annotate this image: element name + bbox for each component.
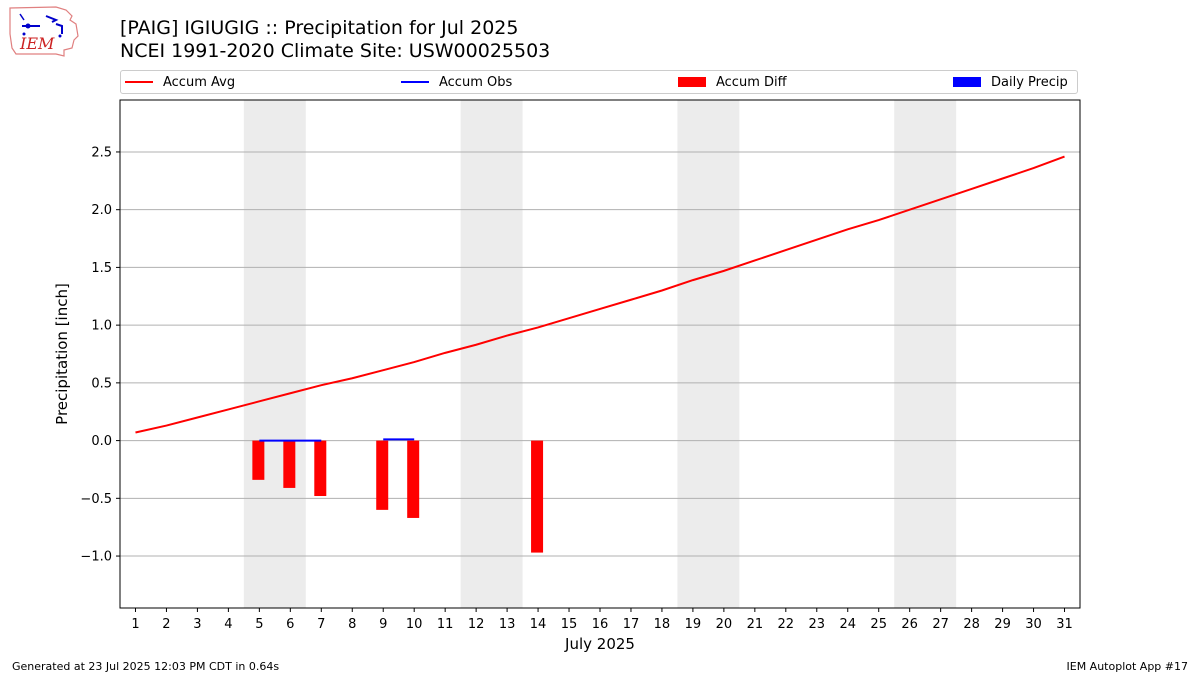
- legend-swatch: [953, 77, 981, 87]
- accum-diff-bar: [252, 440, 265, 480]
- y-tick-label: 2.5: [91, 145, 112, 160]
- accum-avg-line: [135, 155, 1065, 434]
- accum-diff-bar: [283, 440, 296, 488]
- weekend-shade: [894, 100, 957, 608]
- chart-subtitle: NCEI 1991-2020 Climate Site: USW00025503: [120, 40, 551, 62]
- y-tick-label: 0.0: [91, 434, 112, 449]
- x-tick-label: 31: [1056, 617, 1073, 632]
- accum-diff-bar: [314, 440, 327, 497]
- x-tick-label: 17: [623, 617, 640, 632]
- footer-generated: Generated at 23 Jul 2025 12:03 PM CDT in…: [12, 660, 280, 673]
- x-tick-label: 1: [131, 617, 139, 632]
- accum-diff-bar: [376, 440, 389, 510]
- chart-title: [PAIG] IGIUGIG :: Precipitation for Jul …: [120, 17, 519, 39]
- x-tick-label: 11: [437, 617, 454, 632]
- x-tick-label: 4: [224, 617, 232, 632]
- y-axis-label: Precipitation [inch]: [53, 283, 71, 425]
- legend-item-accum-diff: Accum Diff: [678, 71, 787, 93]
- legend-label: Daily Precip: [991, 74, 1068, 90]
- legend-label: Accum Obs: [439, 74, 513, 90]
- x-tick-label: 12: [468, 617, 485, 632]
- y-tick-label: 1.5: [91, 261, 112, 276]
- accum-diff-bar: [407, 440, 420, 518]
- x-tick-label: 27: [932, 617, 949, 632]
- logo-text: IEM: [19, 34, 55, 53]
- x-tick-label: 3: [193, 617, 201, 632]
- x-tick-label: 22: [778, 617, 795, 632]
- legend-swatch: [401, 81, 429, 83]
- weekend-shade: [460, 100, 523, 608]
- legend-item-daily-precip: Daily Precip: [953, 71, 1068, 93]
- weekend-shade: [677, 100, 740, 608]
- x-tick-label: 19: [685, 617, 702, 632]
- legend-item-accum-avg: Accum Avg: [125, 71, 235, 93]
- x-tick-label: 24: [839, 617, 856, 632]
- legend-swatch: [125, 81, 153, 83]
- accum-diff-bar: [531, 440, 544, 553]
- y-tick-label: −1.0: [80, 550, 112, 565]
- x-tick-label: 23: [809, 617, 826, 632]
- x-tick-label: 28: [963, 617, 980, 632]
- x-tick-label: 13: [499, 617, 516, 632]
- x-tick-label: 2: [162, 617, 170, 632]
- x-tick-label: 8: [348, 617, 356, 632]
- x-tick-label: 15: [561, 617, 578, 632]
- legend-swatch: [678, 77, 706, 87]
- y-tick-label: 0.5: [91, 376, 112, 391]
- x-tick-label: 20: [716, 617, 733, 632]
- legend-label: Accum Avg: [163, 74, 236, 90]
- y-tick-label: 2.0: [91, 203, 112, 218]
- x-tick-label: 7: [317, 617, 325, 632]
- legend-label: Accum Diff: [716, 74, 787, 90]
- x-tick-label: 29: [994, 617, 1011, 632]
- y-tick-label: 1.0: [91, 319, 112, 334]
- legend: Accum Avg Accum Obs Accum Diff Daily Pre…: [120, 70, 1078, 94]
- x-tick-label: 21: [747, 617, 764, 632]
- x-tick-label: 6: [286, 617, 294, 632]
- x-tick-label: 26: [901, 617, 918, 632]
- x-axis-label: July 2025: [564, 635, 635, 653]
- x-tick-label: 9: [379, 617, 387, 632]
- x-tick-label: 18: [654, 617, 671, 632]
- footer-app: IEM Autoplot App #17: [1066, 660, 1189, 673]
- iem-logo: IEM: [9, 6, 79, 57]
- weekend-shade: [243, 100, 306, 608]
- x-tick-label: 30: [1025, 617, 1042, 632]
- x-tick-label: 10: [406, 617, 423, 632]
- x-tick-label: 25: [870, 617, 887, 632]
- x-tick-label: 5: [255, 617, 263, 632]
- y-tick-label: −0.5: [80, 492, 112, 507]
- legend-item-accum-obs: Accum Obs: [401, 71, 512, 93]
- x-tick-label: 16: [592, 617, 609, 632]
- x-tick-label: 14: [530, 617, 547, 632]
